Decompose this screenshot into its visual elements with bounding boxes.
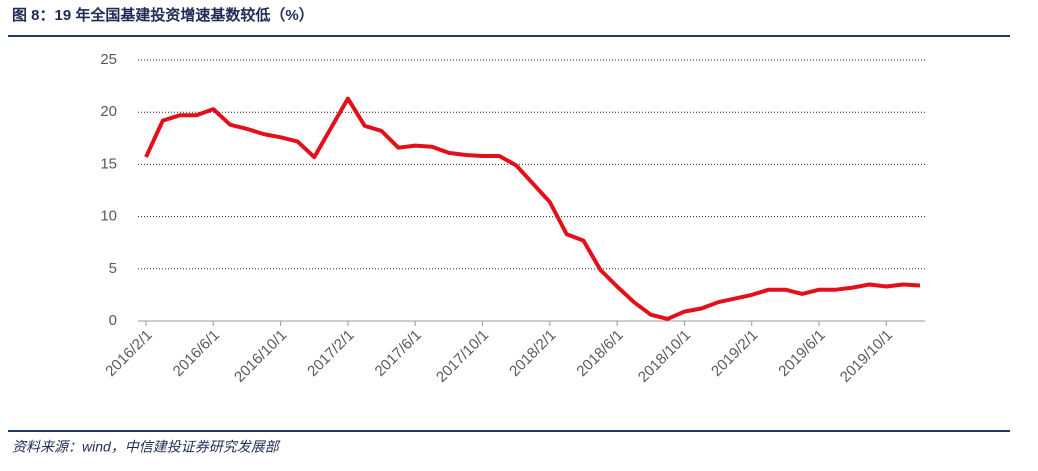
x-tick-label: 2016/10/1 (231, 327, 290, 386)
chart-title: 图 8：19 年全国基建投资增速基数较低（%） (12, 6, 314, 24)
source-note: 资料来源：wind，中信建投证券研究发展部 (12, 439, 281, 455)
x-tick-label: 2018/2/1 (506, 327, 559, 380)
x-tick-label: 2018/10/1 (635, 327, 694, 386)
y-tick-label: 10 (100, 208, 117, 225)
y-tick-label: 5 (109, 260, 117, 277)
y-tick-label: 25 (100, 51, 117, 68)
x-tick-label: 2019/2/1 (708, 327, 761, 380)
x-tick-label: 2016/6/1 (170, 327, 223, 380)
y-tick-label: 20 (100, 103, 117, 120)
y-tick-label: 15 (100, 155, 117, 172)
data-line (144, 96, 921, 321)
x-tick-label: 2019/6/1 (775, 327, 828, 380)
x-tick-label: 2017/10/1 (433, 327, 492, 386)
x-tick-label: 2017/2/1 (304, 327, 357, 380)
x-tick-label: 2016/2/1 (102, 327, 155, 380)
x-tick-label: 2018/6/1 (573, 327, 626, 380)
x-tick-label: 2017/6/1 (372, 327, 425, 380)
x-tick-label: 2019/10/1 (837, 327, 896, 386)
y-tick-label: 0 (109, 312, 117, 329)
